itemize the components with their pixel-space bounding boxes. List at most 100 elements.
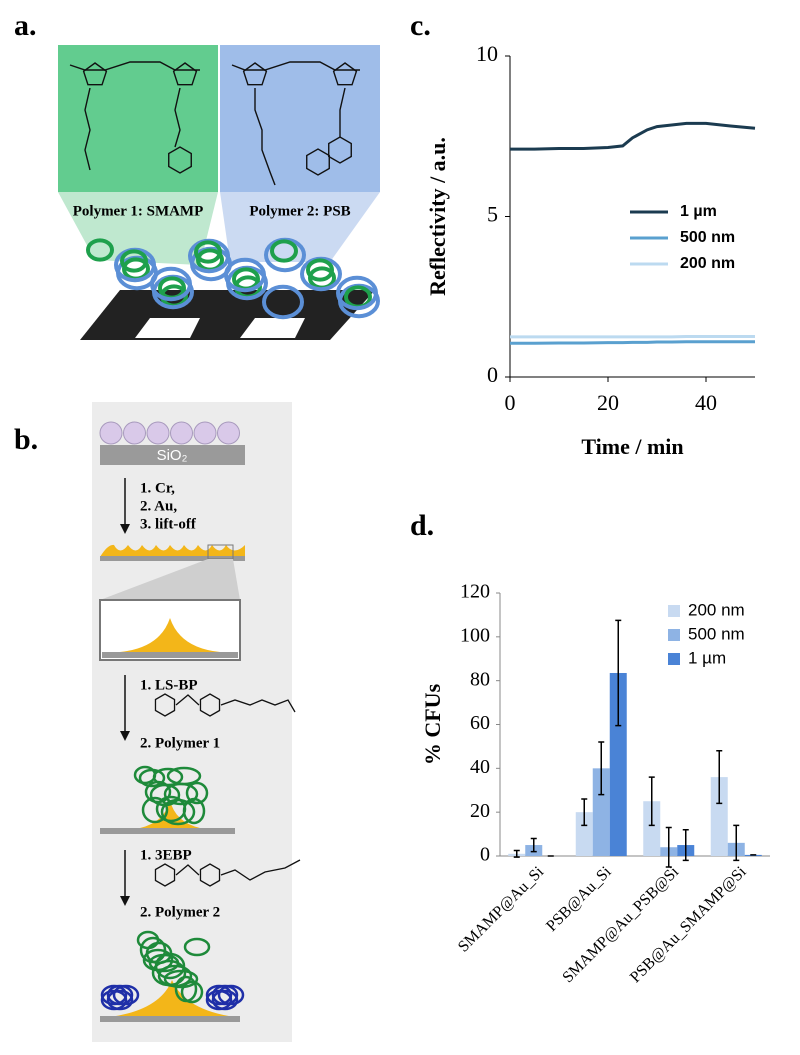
- panel-label: a.: [14, 9, 37, 42]
- coil: [120, 249, 148, 273]
- y-tick-label: 0: [487, 362, 498, 387]
- bond: [69, 61, 200, 71]
- coil: [106, 984, 134, 1006]
- error-bar: [598, 741, 605, 796]
- bond: [339, 87, 346, 137]
- polymer-blob: [100, 765, 245, 1011]
- coil: [180, 980, 204, 1004]
- legend-label: 200 nm: [680, 255, 735, 272]
- bar: [710, 777, 728, 856]
- legend-swatch: [668, 653, 680, 665]
- coil: [141, 796, 169, 824]
- coil: [183, 937, 211, 957]
- diagram-a: Polymer 1: SMAMP Polymer 2: PSB: [58, 45, 380, 340]
- bond: [84, 87, 91, 171]
- y-tick-label: 120: [460, 581, 490, 603]
- polymer2-box: [220, 45, 380, 192]
- zoom-projection: [100, 559, 240, 600]
- bond: [220, 859, 301, 881]
- gold-peak: [120, 618, 220, 652]
- substrate: [100, 445, 245, 465]
- line-series: [510, 121, 756, 151]
- bond: [174, 87, 181, 148]
- polymer-label: Polymer 1: SMAMP: [73, 203, 204, 219]
- ring: [328, 136, 352, 164]
- step-text: 2. Au,: [140, 498, 177, 514]
- x-axis-title: Time / min: [581, 434, 683, 459]
- error-bar: [530, 837, 537, 853]
- bond: [231, 61, 360, 71]
- step-text: 3. lift-off: [140, 516, 197, 532]
- x-tick-label: SMAMP@Au_Si: [455, 863, 548, 956]
- gold-peak: [140, 800, 200, 828]
- error-bar: [513, 849, 520, 858]
- step-text: 1. Cr,: [140, 480, 175, 496]
- bond: [254, 88, 276, 186]
- ring: [306, 148, 330, 176]
- bar: [592, 768, 610, 856]
- gold-array: [100, 544, 245, 557]
- bond: [175, 864, 200, 876]
- coil: [163, 969, 199, 989]
- ring: [199, 693, 221, 717]
- bar: [609, 672, 627, 856]
- polymer-label: Polymer 2: PSB: [249, 203, 350, 219]
- error-bar: [733, 824, 740, 862]
- step-text: 1. 3EBP: [140, 847, 192, 863]
- coil: [185, 781, 209, 805]
- coil: [182, 797, 206, 825]
- error-bar: [665, 826, 672, 868]
- sphere: [123, 421, 146, 445]
- sphere: [193, 421, 217, 445]
- coil: [138, 768, 166, 788]
- diagram-b: SiO₂ 1. Cr, 2. Au, 3. lift-off 1. LS-BP …: [92, 402, 301, 1042]
- error-bar: [648, 776, 655, 827]
- panel-label: c.: [410, 9, 431, 42]
- y-tick-label: 0: [480, 844, 490, 866]
- coil: [157, 964, 193, 988]
- bar: [575, 812, 593, 856]
- coil: [86, 238, 114, 262]
- bond: [175, 694, 200, 706]
- bar: [643, 801, 661, 856]
- coil: [160, 798, 196, 826]
- coil: [270, 239, 298, 263]
- panel-label: b.: [14, 423, 38, 456]
- substrate: [102, 652, 238, 658]
- error-bar: [716, 750, 723, 805]
- coil: [224, 257, 266, 293]
- arrows: [120, 478, 130, 906]
- y-tick-label: 20: [470, 800, 490, 822]
- coil: [262, 284, 304, 320]
- coil: [336, 275, 378, 311]
- coil: [151, 959, 187, 987]
- legend-swatch: [668, 629, 680, 641]
- x-tick-label: 40: [695, 390, 717, 415]
- polymer1-box: [58, 45, 218, 192]
- y-tick-label: 40: [470, 756, 490, 778]
- bond: [220, 699, 296, 713]
- substrate: [80, 290, 375, 340]
- sphere: [146, 421, 170, 445]
- legend-swatch: [668, 605, 680, 617]
- ring: [154, 863, 176, 887]
- coil: [194, 240, 222, 264]
- gold-peak: [110, 980, 235, 1017]
- polymer-blob: [86, 237, 380, 320]
- ring: [199, 863, 221, 887]
- x-tick-label: PSB@Au_Si: [543, 863, 615, 935]
- legend-label: 1 µm: [688, 648, 726, 667]
- coil: [150, 266, 192, 302]
- substrate: [100, 1016, 240, 1022]
- error-bar: [581, 798, 588, 827]
- step-text: 2. Polymer 1: [140, 735, 220, 751]
- legend-label: 500 nm: [688, 624, 745, 643]
- sphere: [217, 421, 240, 445]
- projection: [58, 192, 218, 265]
- coil: [163, 782, 199, 806]
- panel-label: d.: [410, 509, 434, 542]
- ring: [154, 693, 176, 717]
- substrate: [100, 828, 235, 834]
